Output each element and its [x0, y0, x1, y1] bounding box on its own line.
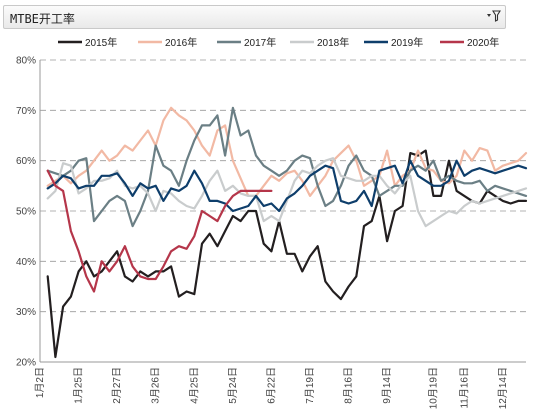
x-tick-label: 1月25日 [73, 367, 85, 404]
x-tick-label: 3月26日 [150, 367, 162, 404]
x-tick-label: 8月16日 [343, 367, 355, 404]
x-tick-label: 7月19日 [304, 367, 316, 404]
x-tick-label: 10月19日 [427, 367, 439, 409]
x-tick-label: 12月14日 [497, 367, 509, 409]
y-tick-label: 60% [16, 156, 36, 167]
legend-label-2016年: 2016年 [165, 36, 197, 49]
legend-label-2018年: 2018年 [317, 36, 349, 49]
filter-dropdown-icon[interactable] [485, 9, 501, 25]
y-tick-label: 40% [16, 257, 36, 268]
x-tick-label: 5月24日 [227, 367, 239, 404]
x-tick-label: 9月14日 [381, 367, 393, 404]
legend-label-2017年: 2017年 [244, 36, 276, 49]
x-tick-label: 11月16日 [458, 367, 470, 409]
series-line-2020年 [46, 169, 273, 293]
x-tick-label: 2月27日 [111, 367, 123, 404]
y-tick-label: 30% [16, 307, 36, 318]
series-line-2019年 [46, 159, 528, 213]
x-tick-label: 1月2日 [34, 367, 46, 398]
y-tick-label: 20% [16, 358, 36, 369]
x-tick-label: 4月25日 [188, 367, 200, 404]
series-line-2017年 [46, 106, 528, 228]
x-tick-label: 6月22日 [265, 367, 277, 404]
legend-label-2019年: 2019年 [391, 36, 423, 49]
chart-title: MTBE开工率 [10, 12, 75, 26]
y-tick-label: 70% [16, 106, 36, 117]
chart-title-bar[interactable]: MTBE开工率 [3, 5, 506, 29]
y-tick-label: 50% [16, 207, 36, 218]
legend-label-2020年: 2020年 [467, 36, 499, 49]
legend-label-2015年: 2015年 [85, 36, 117, 49]
series-line-2015年 [46, 149, 528, 359]
y-tick-label: 80% [16, 56, 36, 67]
